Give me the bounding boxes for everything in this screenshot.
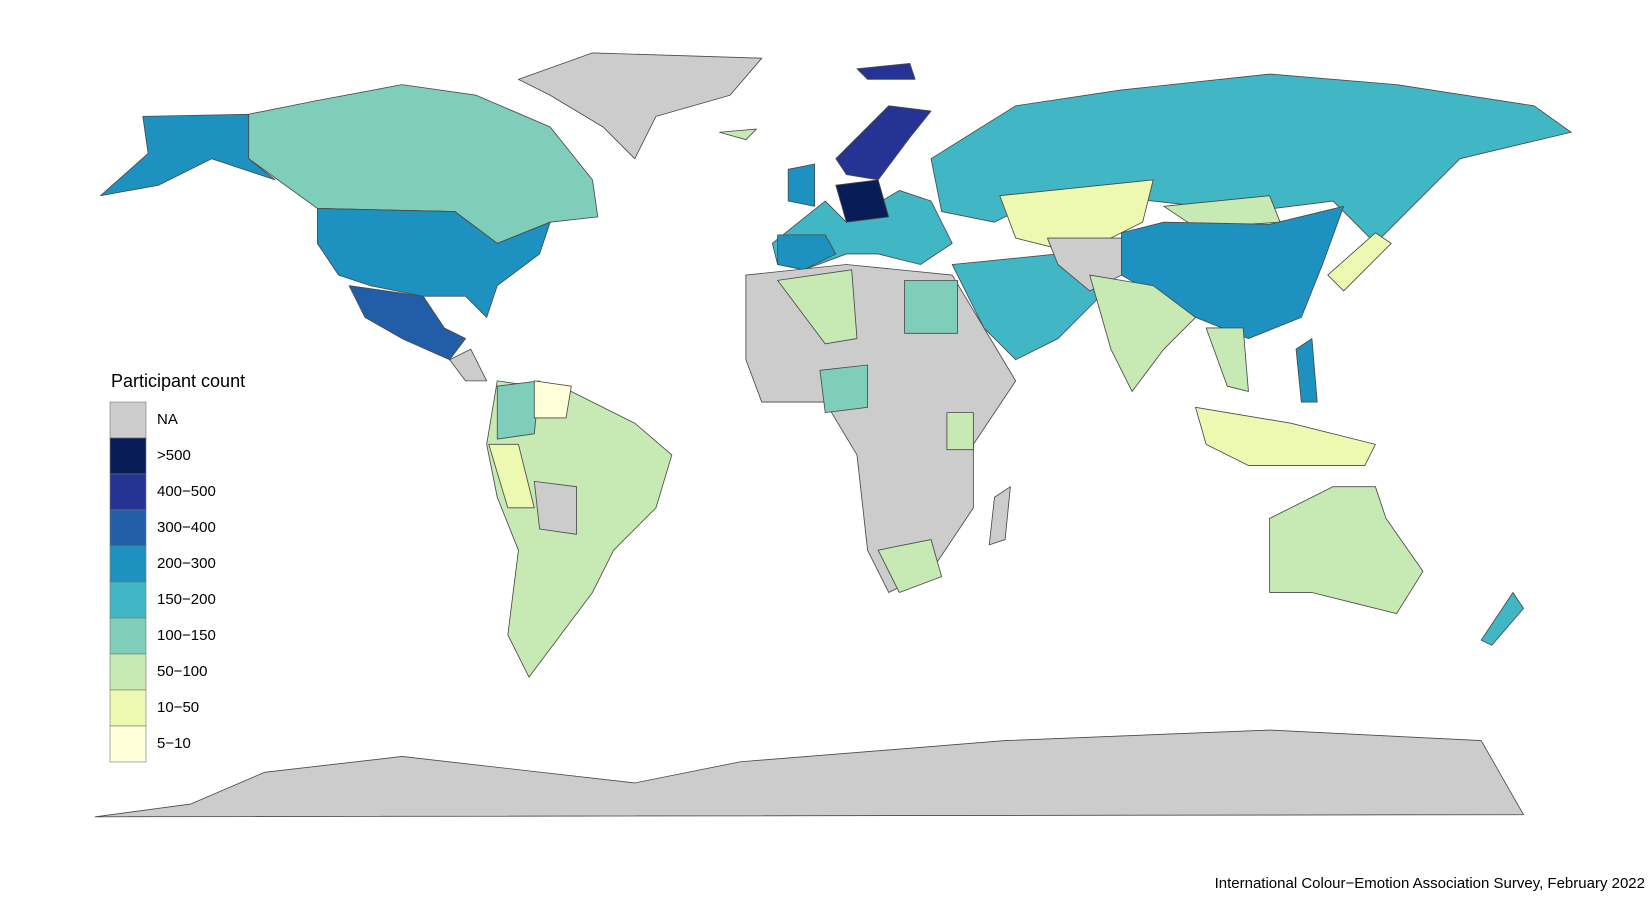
southeast-asia	[1205, 327, 1249, 392]
legend-label: 10−50	[157, 699, 199, 716]
legend-label: >500	[157, 447, 191, 464]
legend-label: 150−200	[157, 591, 216, 608]
legend-swatch	[109, 725, 147, 763]
africa	[745, 264, 1017, 593]
iceland	[719, 128, 757, 141]
legend-swatch	[109, 581, 147, 619]
legend-swatch	[109, 473, 147, 511]
germany	[835, 179, 890, 223]
scandinavia	[835, 105, 932, 181]
legend-swatch	[109, 437, 147, 475]
bolivia	[533, 480, 578, 535]
mexico	[348, 285, 466, 361]
peru	[488, 443, 535, 509]
legend-label: 400−500	[157, 483, 216, 500]
legend-label: 300−400	[157, 519, 216, 536]
japan	[1327, 232, 1392, 292]
indonesia	[1195, 406, 1376, 466]
legend-swatch	[109, 401, 147, 439]
nigeria	[819, 364, 868, 414]
legend: Participant count NA >500 400−500 300−400 20…	[109, 371, 245, 763]
algeria	[777, 269, 858, 345]
legend-label: 50−100	[157, 663, 207, 680]
south-america	[486, 380, 673, 678]
venezuela	[533, 380, 572, 419]
colombia	[496, 380, 541, 440]
south-africa	[877, 539, 943, 593]
kenya	[946, 412, 974, 451]
egypt	[904, 279, 958, 334]
greenland	[517, 52, 763, 160]
legend-label: 5−10	[157, 735, 191, 752]
philippines	[1295, 338, 1318, 403]
legend-swatch	[109, 509, 147, 547]
uk	[787, 163, 816, 207]
new-zealand	[1480, 592, 1524, 646]
india	[1089, 274, 1196, 392]
alaska	[100, 113, 276, 197]
legend-label: NA	[157, 411, 178, 428]
legend-swatch	[109, 617, 147, 655]
legend-label: 100−150	[157, 627, 216, 644]
legend-swatch	[109, 545, 147, 583]
usa	[316, 208, 551, 318]
world-map	[94, 52, 1572, 818]
legend-title: Participant count	[111, 371, 245, 391]
svalbard	[856, 63, 916, 80]
madagascar	[988, 486, 1011, 546]
legend-label: 200−300	[157, 555, 216, 572]
iberia	[777, 234, 837, 271]
legend-swatch	[109, 689, 147, 727]
legend-swatch	[109, 653, 147, 691]
caption: International Colour−Emotion Association…	[1215, 875, 1645, 892]
central-america	[449, 348, 488, 382]
antarctica	[94, 729, 1524, 818]
australia	[1269, 486, 1424, 615]
